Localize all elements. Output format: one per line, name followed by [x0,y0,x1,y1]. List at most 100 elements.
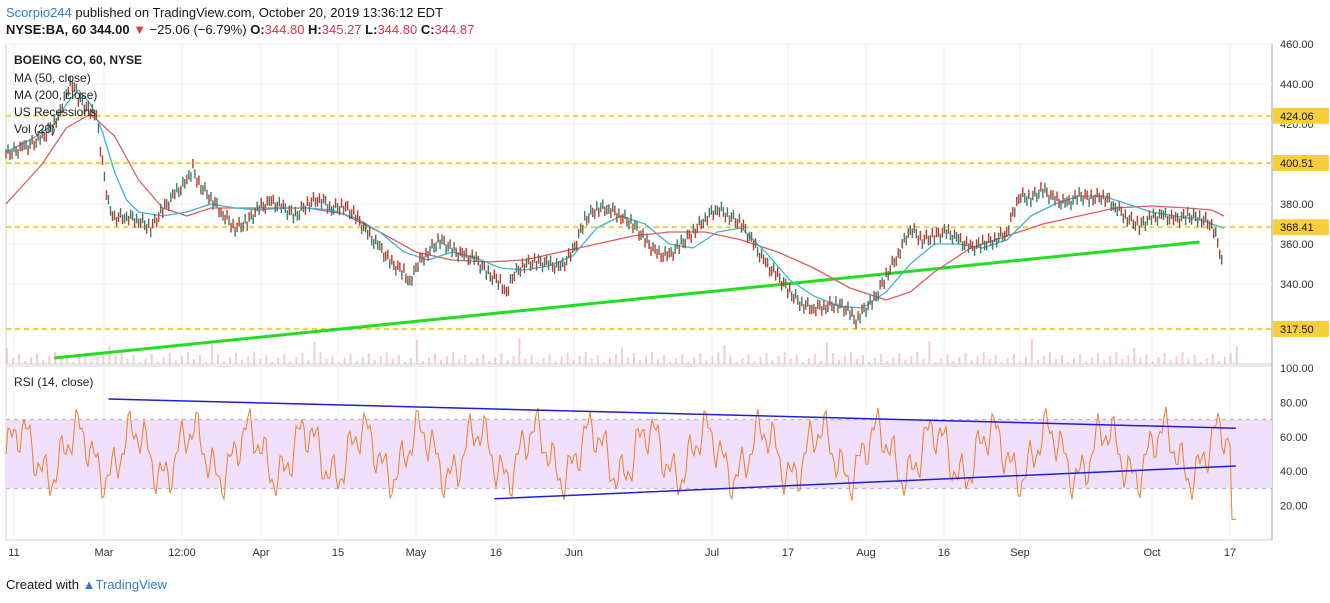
volume-bar [500,353,503,364]
volume-bar [916,352,919,364]
volume-bar [753,361,756,364]
volume-bar [1145,354,1148,364]
volume-bar [898,353,901,364]
symbol-label: NYSE:BA, 60 [6,22,87,37]
volume-bar [379,356,382,364]
volume-bar [470,362,473,364]
volume-bar [976,356,979,364]
volume-bar [645,356,648,364]
legend-title: BOEING CO, 60, NYSE [14,53,143,67]
volume-bar [506,360,509,364]
time-tick-label: Jul [705,547,719,559]
volume-bar [542,358,545,364]
volume-bar [72,362,75,364]
volume-bar [657,359,660,364]
volume-bar [102,353,105,364]
tradingview-logo-icon: ▲ [82,577,96,592]
volume-bar [1061,355,1063,364]
time-tick-label: 15 [332,547,344,559]
volume-bar [12,358,15,364]
low-value: 344.80 [377,22,418,37]
legend-ma200[interactable]: MA (200, close) [14,88,98,102]
tradingview-brand[interactable]: TradingView [95,577,168,592]
volume-bar [162,357,165,364]
volume-bar [910,356,913,364]
volume-bar [1175,356,1178,364]
legend-ma50[interactable]: MA (50, close) [14,71,91,85]
time-tick-label: 17 [782,547,794,559]
volume-bar [180,356,183,364]
volume-bar [590,359,593,364]
volume-bar [277,358,280,364]
volume-bar [18,354,21,364]
volume-bar [355,361,358,364]
volume-bar [96,357,99,364]
volume-bar [241,360,244,364]
volume-bar [289,361,292,364]
volume-bar [681,354,684,364]
volume-bar [452,352,455,364]
volume-bar [488,361,491,364]
legend-rsi[interactable]: RSI (14, close) [14,375,94,389]
volume-bar [988,359,991,364]
published-text: published on TradingView.com, October 20… [75,5,444,20]
volume-bar [343,358,346,364]
volume-bar [259,359,262,364]
author-link[interactable]: Scorpio244 [6,5,72,20]
time-tick-label: 11 [8,547,19,559]
level-price-label: 400.51 [1280,158,1314,170]
volume-bar [904,360,907,364]
volume-bar [843,356,846,364]
volume-bar [1121,359,1124,364]
time-tick-label: 12:00 [168,547,196,559]
volume-bar [663,355,666,364]
price-change: −25.06 (−6.79%) [149,22,247,37]
created-with-text: Created with [6,577,79,592]
volume-bar [1217,361,1220,364]
rsi-tick-label: 80.00 [1280,397,1308,409]
volume-bar [518,338,521,364]
volume-bar [229,357,232,364]
volume-bar [1109,356,1112,364]
volume-bar [807,358,810,364]
volume-bar [198,355,201,364]
volume-bar [1024,357,1027,364]
volume-bar [632,353,635,364]
time-tick-label: 17 [1224,547,1236,559]
volume-bar [156,361,159,364]
volume-bar [512,356,515,364]
volume-bar [1036,360,1039,364]
rsi-trendline [494,465,1236,500]
volume-bar [723,345,726,364]
level-price-label: 368.41 [1280,222,1314,234]
volume-bar [994,355,997,364]
volume-bar [325,359,328,364]
volume-bar [856,359,859,364]
volume-bar [482,354,485,364]
green-trendline [54,240,1200,360]
price-tick-label: 460.00 [1280,39,1314,51]
legend-recessions[interactable]: US Recessions [14,105,97,119]
volume-bar [536,362,539,364]
rsi-tick-label: 100.00 [1280,363,1314,375]
volume-bar [747,354,750,364]
volume-bar [446,356,449,364]
time-tick-label: Oct [1143,547,1160,559]
volume-bar [1073,358,1076,364]
volume-bar [608,358,611,364]
volume-bar [669,362,672,364]
volume-bar [687,361,690,364]
volume-bar [614,354,617,364]
volume-bar [319,352,322,364]
volume-bar [385,352,388,364]
volume-bar [126,359,129,364]
volume-bar [1199,362,1202,364]
volume-bar [313,342,316,364]
volume-bar [1181,352,1184,364]
volume-bar [626,357,629,364]
legend-volume[interactable]: Vol (20) [14,122,56,136]
down-arrow-icon: ▼ [133,22,147,37]
volume-bar [361,357,364,364]
level-price-badge [1273,107,1329,124]
